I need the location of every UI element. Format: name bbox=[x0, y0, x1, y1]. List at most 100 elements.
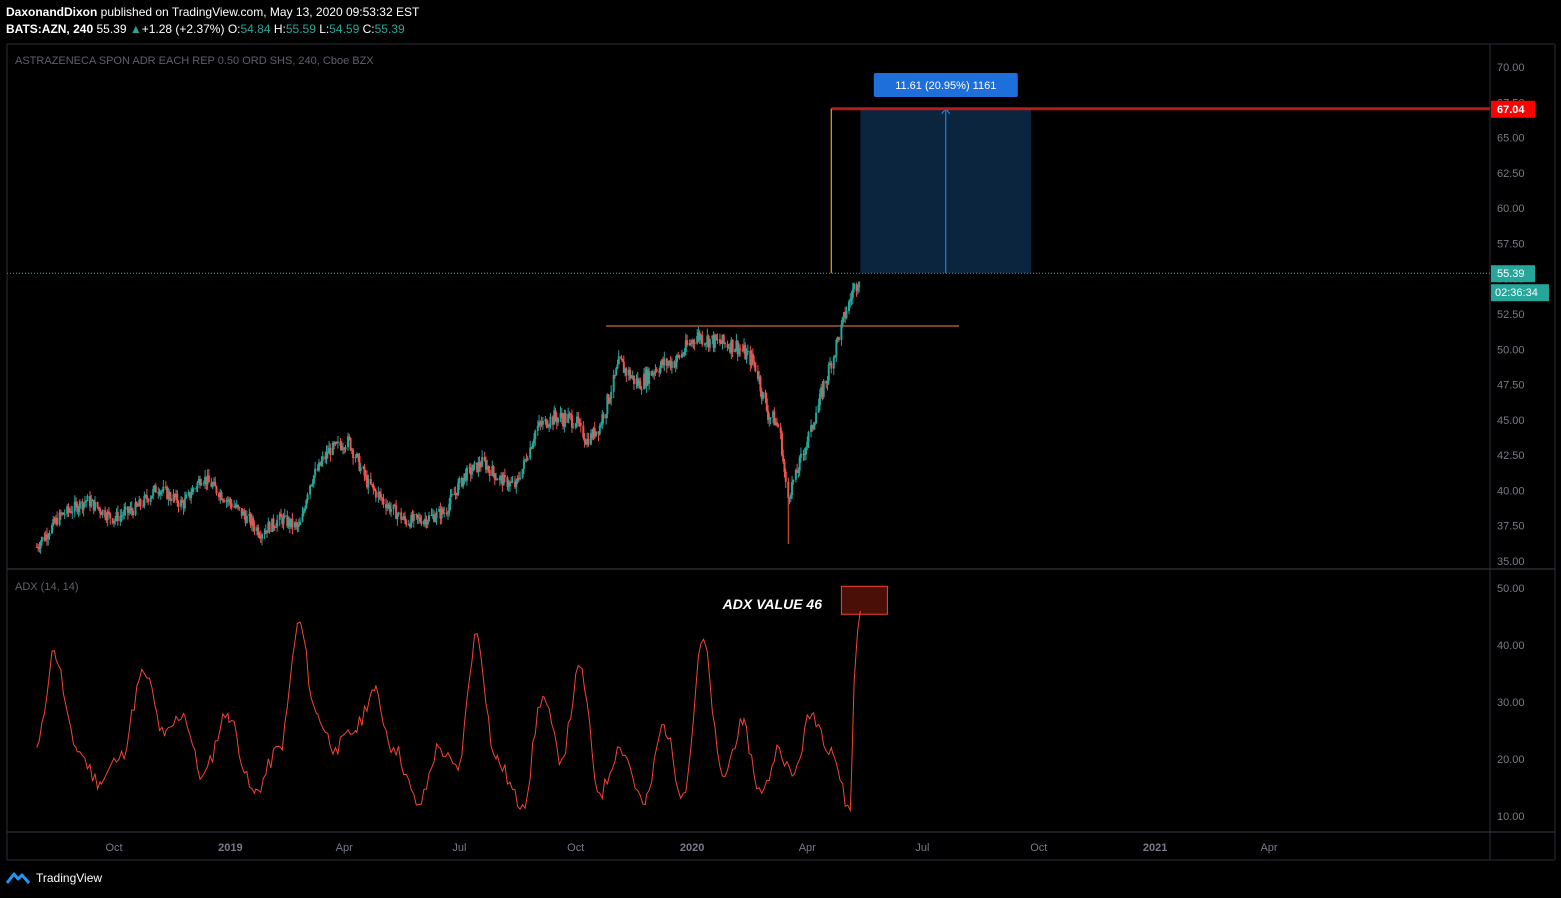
candle-body bbox=[750, 353, 753, 365]
candle-body bbox=[678, 355, 681, 358]
candle-body bbox=[354, 456, 357, 459]
candle-body bbox=[344, 447, 347, 450]
candle-body bbox=[324, 456, 327, 460]
candle-body bbox=[47, 536, 50, 539]
countdown-label: 02:36:34 bbox=[1495, 287, 1538, 299]
adx-tick-label: 50.00 bbox=[1497, 583, 1525, 595]
candle-body bbox=[40, 537, 43, 543]
candle-body bbox=[396, 514, 399, 520]
candle-body bbox=[77, 508, 80, 512]
candle-body bbox=[238, 507, 241, 509]
candle-body bbox=[746, 350, 749, 353]
candle-body bbox=[541, 420, 544, 425]
candle-body bbox=[627, 369, 630, 376]
candle-body bbox=[658, 371, 661, 373]
candle-body bbox=[210, 482, 213, 487]
candle-body bbox=[242, 511, 245, 516]
candle-body bbox=[263, 533, 266, 535]
candle-body bbox=[464, 473, 467, 481]
candle-body bbox=[123, 509, 126, 516]
candle-body bbox=[469, 467, 472, 475]
candle-body bbox=[221, 499, 224, 501]
candle-body bbox=[48, 533, 51, 537]
candle-body bbox=[743, 345, 745, 352]
candle-body bbox=[310, 484, 313, 486]
candle-body bbox=[718, 339, 721, 343]
candle-body bbox=[674, 362, 677, 368]
candle-body bbox=[579, 422, 582, 426]
candle-body bbox=[287, 518, 290, 527]
candle-body bbox=[660, 359, 663, 366]
candle-body bbox=[129, 507, 132, 511]
candle-body bbox=[340, 445, 343, 450]
candle-body bbox=[601, 414, 604, 425]
candle-body bbox=[358, 455, 361, 471]
candle-body bbox=[663, 358, 666, 366]
candle-body bbox=[448, 503, 451, 513]
candle-body bbox=[143, 495, 146, 506]
candle-body bbox=[632, 375, 635, 385]
candle-body bbox=[724, 342, 727, 344]
candle-body bbox=[100, 512, 103, 516]
candle-body bbox=[570, 415, 573, 428]
adx-tick-label: 30.00 bbox=[1497, 697, 1525, 709]
high-label: H: bbox=[273, 22, 286, 36]
last-price: 55.39 bbox=[96, 22, 127, 36]
candle-body bbox=[185, 494, 188, 499]
candle-body bbox=[253, 526, 256, 532]
candle-body bbox=[250, 518, 253, 526]
candle-body bbox=[291, 518, 294, 528]
candle-body bbox=[390, 509, 393, 512]
candle-body bbox=[415, 514, 418, 516]
candle-body bbox=[605, 414, 608, 419]
candle-body bbox=[841, 317, 844, 325]
candle-body bbox=[67, 506, 70, 512]
candle-body bbox=[638, 380, 640, 386]
candle-body bbox=[314, 468, 317, 476]
candle-body bbox=[749, 350, 752, 365]
candle-body bbox=[339, 441, 342, 446]
brand-name[interactable]: TradingView bbox=[36, 871, 103, 885]
candle-body bbox=[677, 355, 680, 357]
time-tick-label: Apr bbox=[1260, 842, 1277, 854]
candle-body bbox=[85, 500, 88, 503]
candle-body bbox=[104, 509, 107, 518]
candle-body bbox=[692, 340, 695, 343]
candle-body bbox=[355, 453, 358, 457]
candle-body bbox=[264, 530, 267, 534]
adx-highlight-box[interactable] bbox=[840, 585, 888, 615]
candle-body bbox=[446, 512, 449, 514]
candle-body bbox=[551, 416, 554, 425]
adx-pane-title: ADX (14, 14) bbox=[15, 581, 79, 593]
candle-body bbox=[97, 507, 100, 509]
candle-body bbox=[787, 481, 790, 498]
candle-body bbox=[780, 432, 783, 456]
candle-body bbox=[753, 360, 756, 363]
candle-body bbox=[705, 343, 708, 345]
candle-body bbox=[707, 335, 710, 348]
author-name[interactable]: DaxonandDixon bbox=[6, 5, 98, 19]
candle-body bbox=[378, 492, 381, 494]
candle-body bbox=[114, 518, 117, 522]
candle-body bbox=[234, 506, 237, 508]
candle-body bbox=[434, 518, 437, 522]
candle-body bbox=[326, 451, 329, 454]
tradingview-logo-icon[interactable] bbox=[6, 871, 30, 885]
candle-body bbox=[706, 335, 709, 344]
candle-body bbox=[419, 517, 422, 522]
candle-body bbox=[825, 380, 828, 384]
candle-body bbox=[615, 368, 618, 376]
candle-body bbox=[484, 460, 487, 470]
candle-body bbox=[268, 522, 271, 533]
candle-body bbox=[58, 512, 61, 525]
candle-body bbox=[472, 464, 475, 472]
candle-body bbox=[784, 472, 787, 482]
candle-body bbox=[555, 417, 558, 423]
candle-body bbox=[745, 352, 748, 360]
candle-body bbox=[711, 335, 714, 339]
candle-body bbox=[798, 457, 801, 471]
price-tick-label: 42.50 bbox=[1497, 450, 1525, 462]
candle-body bbox=[576, 416, 579, 424]
candle-body bbox=[744, 345, 747, 360]
